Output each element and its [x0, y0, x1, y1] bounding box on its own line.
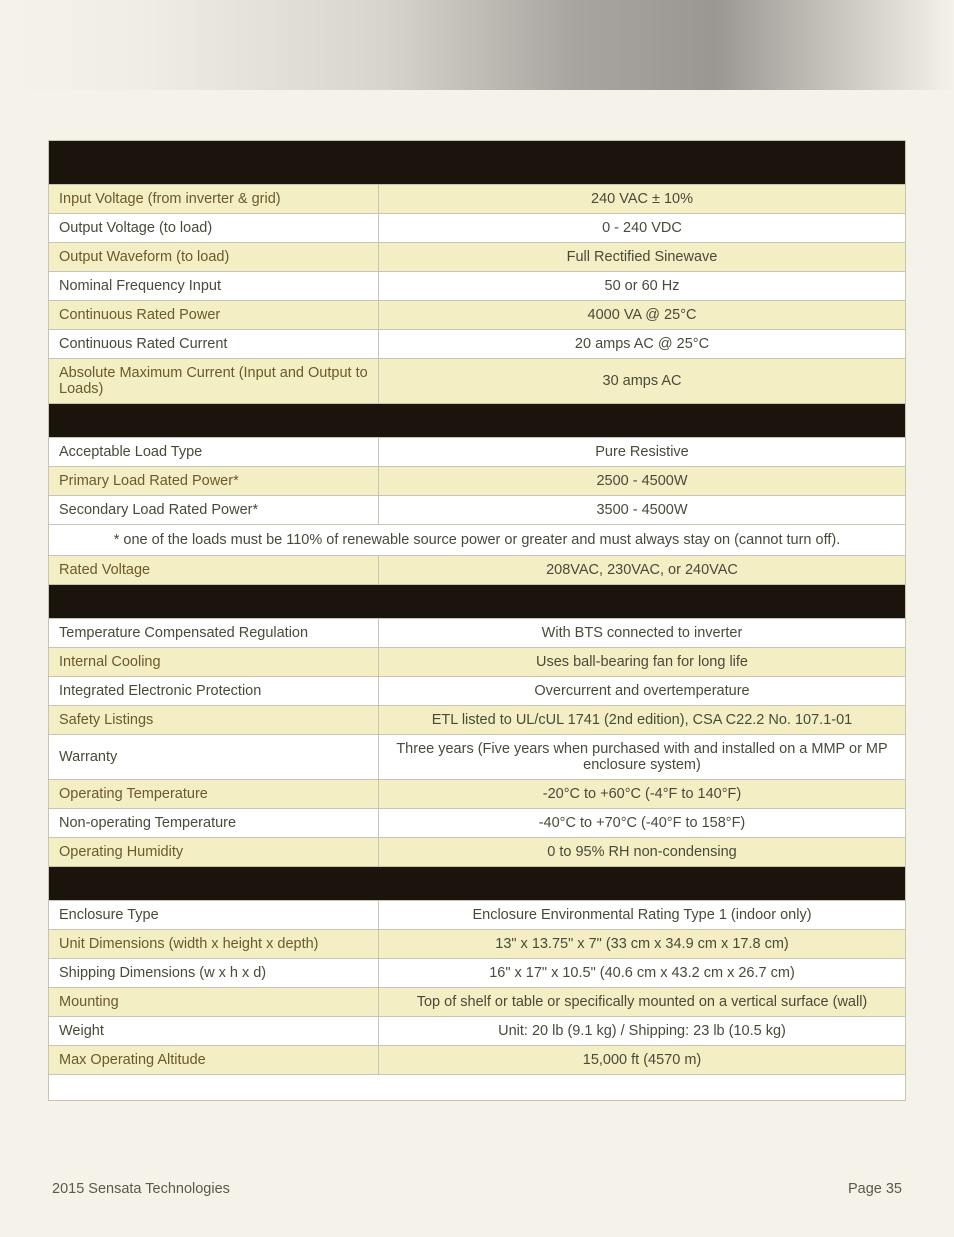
table-row: Integrated Electronic ProtectionOvercurr… — [49, 677, 906, 706]
spec-value: Enclosure Environmental Rating Type 1 (i… — [379, 901, 906, 930]
spec-value: Unit: 20 lb (9.1 kg) / Shipping: 23 lb (… — [379, 1017, 906, 1046]
spec-label: Output Voltage (to load) — [49, 214, 379, 243]
spec-label: Enclosure Type — [49, 901, 379, 930]
table-row: Non-operating Temperature-40°C to +70°C … — [49, 809, 906, 838]
spec-label: Temperature Compensated Regulation — [49, 619, 379, 648]
spec-table: Input Voltage (from inverter & grid)240 … — [48, 140, 906, 1101]
spec-value: ETL listed to UL/cUL 1741 (2nd edition),… — [379, 706, 906, 735]
section-header — [49, 141, 906, 185]
spec-label: Non-operating Temperature — [49, 809, 379, 838]
spec-label: Output Waveform (to load) — [49, 243, 379, 272]
table-row: Continuous Rated Power4000 VA @ 25°C — [49, 301, 906, 330]
spec-value: Three years (Five years when purchased w… — [379, 735, 906, 780]
table-row: Rated Voltage208VAC, 230VAC, or 240VAC — [49, 556, 906, 585]
footer: 2015 Sensata Technologies Page 35 — [0, 1101, 954, 1237]
spec-label: Max Operating Altitude — [49, 1046, 379, 1075]
header-gradient — [0, 0, 954, 90]
table-row: WarrantyThree years (Five years when pur… — [49, 735, 906, 780]
table-row: Temperature Compensated RegulationWith B… — [49, 619, 906, 648]
table-row: Max Operating Altitude15,000 ft (4570 m) — [49, 1046, 906, 1075]
spec-label: Operating Humidity — [49, 838, 379, 867]
table-row: Nominal Frequency Input50 or 60 Hz — [49, 272, 906, 301]
spec-value: -20°C to +60°C (-4°F to 140°F) — [379, 780, 906, 809]
spec-label: Input Voltage (from inverter & grid) — [49, 185, 379, 214]
spec-value: 0 - 240 VDC — [379, 214, 906, 243]
spec-label: Safety Listings — [49, 706, 379, 735]
table-row: Output Voltage (to load)0 - 240 VDC — [49, 214, 906, 243]
table-row: Primary Load Rated Power*2500 - 4500W — [49, 467, 906, 496]
content: Input Voltage (from inverter & grid)240 … — [0, 90, 954, 1101]
spec-value: 3500 - 4500W — [379, 496, 906, 525]
table-row: Continuous Rated Current20 amps AC @ 25°… — [49, 330, 906, 359]
spec-value: 16" x 17" x 10.5" (40.6 cm x 43.2 cm x 2… — [379, 959, 906, 988]
table-row: Operating Humidity0 to 95% RH non-conden… — [49, 838, 906, 867]
spec-label: Primary Load Rated Power* — [49, 467, 379, 496]
spec-label: Shipping Dimensions (w x h x d) — [49, 959, 379, 988]
spec-label: Acceptable Load Type — [49, 438, 379, 467]
table-row: Absolute Maximum Current (Input and Outp… — [49, 359, 906, 404]
table-row: Output Waveform (to load)Full Rectified … — [49, 243, 906, 272]
spec-label: Rated Voltage — [49, 556, 379, 585]
spec-label: Secondary Load Rated Power* — [49, 496, 379, 525]
spec-value: 0 to 95% RH non-condensing — [379, 838, 906, 867]
table-row: Acceptable Load TypePure Resistive — [49, 438, 906, 467]
spec-value: Top of shelf or table or specifically mo… — [379, 988, 906, 1017]
spec-label: Nominal Frequency Input — [49, 272, 379, 301]
section-header — [49, 404, 906, 438]
section-header — [49, 867, 906, 901]
footnote-row: * one of the loads must be 110% of renew… — [49, 525, 906, 556]
table-row: Enclosure TypeEnclosure Environmental Ra… — [49, 901, 906, 930]
spec-value: 208VAC, 230VAC, or 240VAC — [379, 556, 906, 585]
table-row: Input Voltage (from inverter & grid)240 … — [49, 185, 906, 214]
section-header — [49, 585, 906, 619]
spec-label: Unit Dimensions (width x height x depth) — [49, 930, 379, 959]
spec-value: 30 amps AC — [379, 359, 906, 404]
table-row: Unit Dimensions (width x height x depth)… — [49, 930, 906, 959]
footer-right: Page 35 — [848, 1181, 902, 1197]
table-row: Shipping Dimensions (w x h x d)16" x 17"… — [49, 959, 906, 988]
table-row: Operating Temperature-20°C to +60°C (-4°… — [49, 780, 906, 809]
spec-label: Continuous Rated Current — [49, 330, 379, 359]
spec-label: Mounting — [49, 988, 379, 1017]
spec-label: Integrated Electronic Protection — [49, 677, 379, 706]
spec-label: Warranty — [49, 735, 379, 780]
blank-row — [49, 1075, 906, 1101]
spec-label: Continuous Rated Power — [49, 301, 379, 330]
spec-value: Full Rectified Sinewave — [379, 243, 906, 272]
footer-left: 2015 Sensata Technologies — [52, 1181, 230, 1197]
table-row: Secondary Load Rated Power*3500 - 4500W — [49, 496, 906, 525]
spec-label: Operating Temperature — [49, 780, 379, 809]
spec-value: Overcurrent and overtemperature — [379, 677, 906, 706]
spec-label: Absolute Maximum Current (Input and Outp… — [49, 359, 379, 404]
spec-value: Pure Resistive — [379, 438, 906, 467]
spec-label: Internal Cooling — [49, 648, 379, 677]
spec-value: 13" x 13.75" x 7" (33 cm x 34.9 cm x 17.… — [379, 930, 906, 959]
spec-value: With BTS connected to inverter — [379, 619, 906, 648]
spec-value: 4000 VA @ 25°C — [379, 301, 906, 330]
spec-value: 50 or 60 Hz — [379, 272, 906, 301]
spec-value: 240 VAC ± 10% — [379, 185, 906, 214]
spec-value: 15,000 ft (4570 m) — [379, 1046, 906, 1075]
spec-value: 2500 - 4500W — [379, 467, 906, 496]
table-row: Internal CoolingUses ball-bearing fan fo… — [49, 648, 906, 677]
table-row: WeightUnit: 20 lb (9.1 kg) / Shipping: 2… — [49, 1017, 906, 1046]
table-row: Safety ListingsETL listed to UL/cUL 1741… — [49, 706, 906, 735]
table-row: MountingTop of shelf or table or specifi… — [49, 988, 906, 1017]
spec-value: -40°C to +70°C (-40°F to 158°F) — [379, 809, 906, 838]
spec-label: Weight — [49, 1017, 379, 1046]
spec-value: Uses ball-bearing fan for long life — [379, 648, 906, 677]
spec-value: 20 amps AC @ 25°C — [379, 330, 906, 359]
